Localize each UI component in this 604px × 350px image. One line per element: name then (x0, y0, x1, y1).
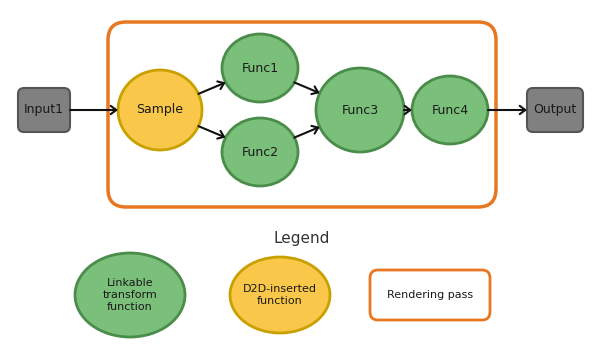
FancyBboxPatch shape (527, 88, 583, 132)
Text: Func3: Func3 (341, 104, 379, 117)
Text: Func2: Func2 (242, 146, 278, 159)
Text: Legend: Legend (274, 231, 330, 245)
Text: Linkable
transform
function: Linkable transform function (103, 278, 158, 312)
Ellipse shape (222, 34, 298, 102)
Text: Rendering pass: Rendering pass (387, 290, 473, 300)
Ellipse shape (412, 76, 488, 144)
Ellipse shape (230, 257, 330, 333)
Text: Func1: Func1 (242, 62, 278, 75)
Ellipse shape (118, 70, 202, 150)
FancyBboxPatch shape (18, 88, 70, 132)
Text: D2D-inserted
function: D2D-inserted function (243, 284, 317, 306)
FancyBboxPatch shape (108, 22, 496, 207)
Ellipse shape (222, 118, 298, 186)
Text: Func4: Func4 (431, 104, 469, 117)
Ellipse shape (316, 68, 404, 152)
Text: Output: Output (533, 104, 577, 117)
FancyBboxPatch shape (370, 270, 490, 320)
Text: Input1: Input1 (24, 104, 64, 117)
Text: Sample: Sample (137, 104, 184, 117)
Ellipse shape (75, 253, 185, 337)
